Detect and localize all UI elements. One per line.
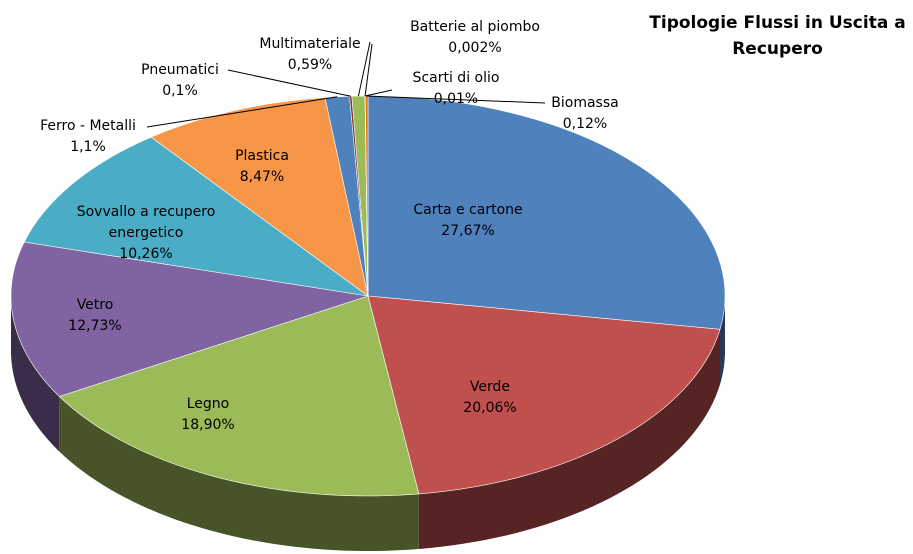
slice-value: 0,1%: [162, 83, 198, 99]
slice-value: 0,01%: [433, 91, 479, 107]
slice-label: Scarti di olio 0,01%: [413, 68, 500, 110]
slice-label: Plastica 8,47%: [235, 146, 289, 188]
slice-name: Ferro - Metalli: [40, 118, 136, 134]
slice-side: [720, 296, 725, 385]
slice-label: Vetro 12,73%: [68, 295, 121, 337]
slice-value: 27,67%: [441, 223, 495, 239]
slice-label: Legno 18,90%: [181, 394, 234, 436]
slice-name: Vetro: [76, 297, 114, 313]
slice-value: 20,06%: [463, 400, 517, 416]
slice-label: Multimateriale 0,59%: [259, 34, 360, 76]
slice-name: Verde: [469, 379, 511, 395]
slice-label: Sovvallo a recupero energetico 10,26%: [64, 202, 229, 265]
leader-line: [365, 89, 393, 97]
slice: [367, 95, 726, 330]
slice-name: Carta e cartone: [413, 202, 523, 218]
leader-line: [364, 43, 373, 97]
slice-name: Legno: [186, 396, 230, 412]
slice-value: 0,12%: [562, 116, 608, 132]
leader-line: [357, 41, 371, 97]
slice-label: Biomassa 0,12%: [551, 93, 618, 135]
chart-title: Tipologie Flussi in Uscita a Recupero: [649, 13, 906, 59]
slice-value: 12,73%: [68, 318, 122, 334]
slice-label: Batterie al piombo 0,002%: [410, 17, 540, 59]
slice: [10, 241, 369, 397]
slice-label: Carta e cartone 27,67%: [413, 200, 522, 242]
slice-name: Sovvallo a recupero energetico: [76, 204, 216, 241]
slice-side: [11, 296, 60, 452]
slice: [23, 136, 369, 297]
leader-line: [366, 95, 546, 104]
slice-side: [418, 329, 721, 549]
slice: [367, 295, 721, 495]
slice-value: 10,26%: [119, 246, 173, 262]
slice-name: Batterie al piombo: [410, 19, 540, 35]
slice: [58, 295, 420, 497]
slice-name: Pneumatici: [141, 62, 219, 78]
slice-value: 0,59%: [287, 57, 333, 73]
leader-line: [146, 96, 338, 128]
slice-value: 18,90%: [181, 417, 235, 433]
slice-side: [59, 396, 419, 551]
slice-name: Multimateriale: [259, 36, 361, 52]
slice-value: 1,1%: [70, 139, 106, 155]
slice-name: Scarti di olio: [412, 70, 500, 86]
slice-name: Plastica: [235, 148, 289, 164]
slice-label: Verde 20,06%: [463, 377, 516, 419]
leader-line: [227, 69, 351, 97]
slice-value: 0,002%: [448, 40, 502, 56]
slice-name: Biomassa: [551, 95, 619, 111]
slice: [150, 97, 369, 297]
slice-label: Pneumatici 0,1%: [141, 60, 219, 102]
slice-label: Ferro - Metalli 1,1%: [40, 116, 136, 158]
slice-value: 8,47%: [239, 169, 285, 185]
